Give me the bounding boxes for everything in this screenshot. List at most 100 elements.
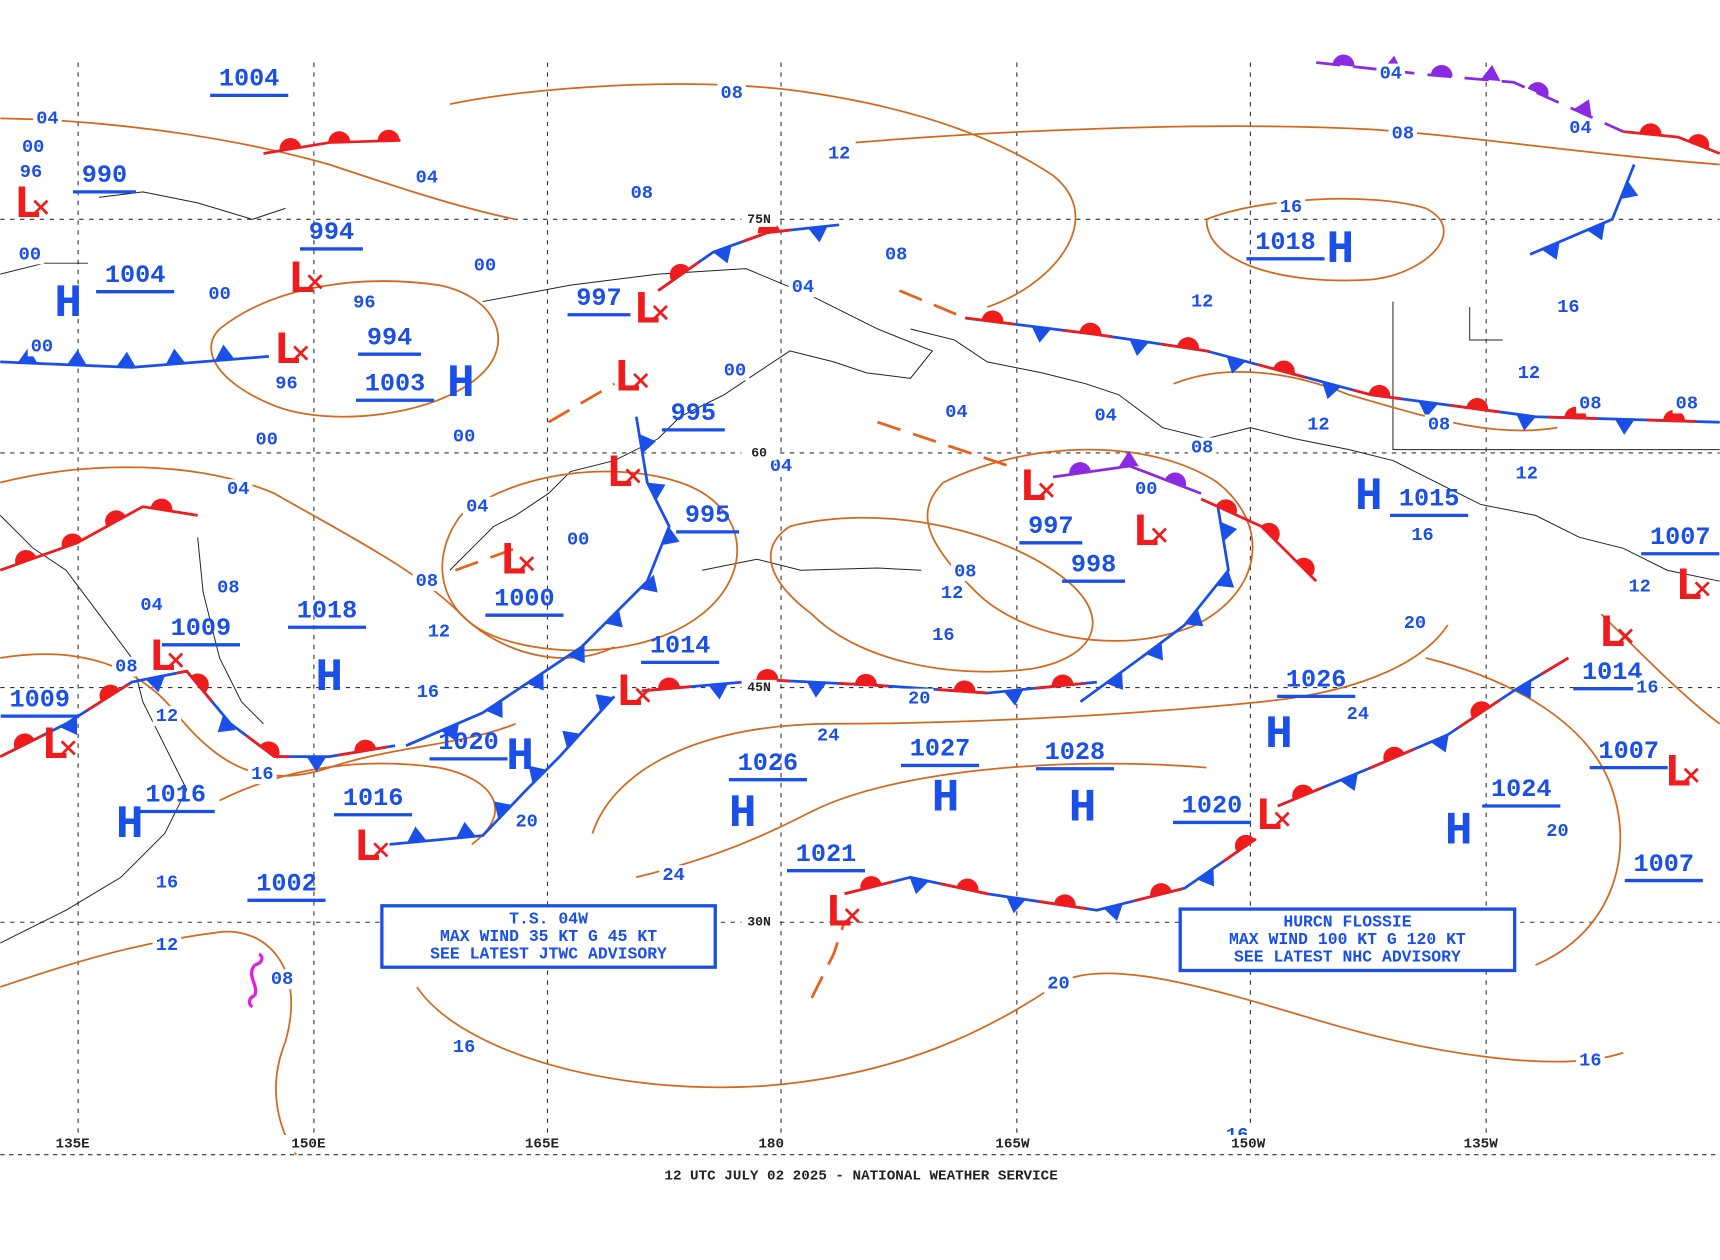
front-semicircle — [13, 733, 35, 750]
front-line — [641, 678, 1098, 695]
isobar-label-bg — [412, 167, 442, 188]
front-line — [389, 695, 616, 846]
front-triangle — [145, 675, 166, 693]
isobar-label: 96 — [353, 292, 375, 314]
longitude-label: 150E — [291, 1137, 325, 1153]
pressure-value: 1015 — [1399, 485, 1460, 514]
front-triangle-shape — [17, 347, 38, 364]
isobar-label: 12 — [1518, 362, 1540, 384]
isobars — [0, 83, 1720, 1156]
front-line — [405, 416, 671, 747]
front-triangle — [1573, 99, 1592, 118]
front-semicircle-shape — [1466, 397, 1489, 411]
isobar-label: 16 — [932, 624, 954, 646]
lon-label-bg — [988, 1134, 1037, 1153]
low-cross — [1683, 767, 1699, 783]
pressure-value: 1024 — [1491, 775, 1552, 804]
isobar-label: 16 — [453, 1036, 475, 1058]
front-triangle-shape — [1185, 608, 1204, 627]
latitude-label: 45N — [747, 680, 771, 695]
front-semicircle-shape — [756, 669, 779, 681]
isobar-label: 04 — [227, 478, 249, 500]
front-triangle-shape — [1119, 450, 1139, 467]
low-cross — [635, 687, 651, 703]
front-triangle — [1339, 773, 1358, 791]
isobar-label-bg — [1672, 393, 1702, 414]
front-triangle — [808, 226, 828, 243]
low-cross — [844, 908, 860, 924]
front-semicircle-shape — [1292, 784, 1314, 800]
front-semicircle-shape — [1069, 462, 1091, 475]
isobar-label: 24 — [817, 725, 839, 747]
pressure-value: 1027 — [910, 735, 971, 764]
front-triangle-shape — [1541, 241, 1560, 260]
isobar-label-bg — [350, 292, 379, 313]
high-symbol: H — [932, 773, 960, 825]
isobar-label: 12 — [941, 582, 963, 604]
front-semicircle-shape — [1688, 134, 1710, 150]
front-triangle-shape — [1480, 64, 1501, 82]
isobar-label: 12 — [1629, 576, 1651, 598]
front-triangle — [1216, 570, 1235, 588]
front-semicircle-shape — [1295, 557, 1315, 577]
lon-label-bg — [1224, 1134, 1273, 1153]
high-symbol: H — [1326, 224, 1354, 276]
isobar-label: 08 — [115, 656, 137, 678]
isobar-label-bg — [1408, 525, 1437, 546]
front-semicircle — [99, 684, 120, 702]
front-semicircle — [259, 741, 280, 759]
front-triangle — [494, 801, 512, 820]
front-triangle-shape — [647, 482, 666, 501]
isobar-label-bg — [659, 865, 688, 885]
isobar-label-bg — [16, 162, 46, 183]
front-triangle — [639, 574, 658, 593]
pressure-value: 1014 — [1582, 658, 1643, 687]
front-triangle — [60, 716, 78, 736]
lon-label-bg — [1456, 1134, 1505, 1153]
pressure-value: 1021 — [796, 840, 857, 869]
front-triangle-shape — [1514, 680, 1532, 699]
front-triangle-shape — [1145, 642, 1163, 661]
front-triangle-shape — [1516, 414, 1536, 431]
footer: 12 UTC JULY 02 2025 - NATIONAL WEATHER S… — [664, 1168, 1057, 1184]
front-triangle — [562, 730, 581, 749]
isobar-label-bg — [1376, 63, 1406, 84]
front-semicircle — [1688, 134, 1710, 150]
isobar-label: 24 — [1347, 703, 1369, 725]
isobar-label: 08 — [217, 577, 239, 599]
pressure-value: 1026 — [1286, 666, 1347, 695]
high-symbol: H — [1445, 805, 1473, 857]
pressure-value: 1016 — [343, 784, 404, 813]
isobar-label: 08 — [721, 82, 743, 104]
front-triangle-shape — [1129, 339, 1149, 357]
front-triangle-shape — [708, 683, 729, 700]
low-cross — [33, 199, 49, 215]
low-cross — [1694, 581, 1710, 597]
isobar-label: 08 — [1392, 123, 1414, 145]
pressure-value: 1020 — [1182, 792, 1243, 821]
isobar-label: 20 — [1404, 612, 1426, 634]
advisory-line: SEE LATEST JTWC ADVISORY — [430, 944, 667, 963]
isobar-label-bg — [470, 255, 500, 276]
front-triangle-shape — [526, 672, 544, 691]
isobar-label-bg — [424, 621, 454, 642]
front-semicircle — [1164, 472, 1186, 488]
isobar-label: 20 — [908, 687, 930, 709]
low-cross — [652, 304, 668, 321]
isobar-label: 08 — [1676, 392, 1698, 414]
isobar-label: 08 — [416, 570, 438, 592]
advisory-line: T.S. 04W — [509, 909, 588, 928]
pressure-value: 1026 — [738, 749, 799, 778]
isobar-label: 20 — [1546, 820, 1568, 842]
isobar-label-bg — [1388, 123, 1418, 144]
front-semicircle — [756, 669, 779, 681]
front-triangle — [1006, 896, 1026, 914]
pressure-value: 1016 — [145, 781, 206, 810]
isobar-label-bg — [152, 706, 182, 726]
front-triangle — [165, 348, 186, 365]
isobar-label: 04 — [1094, 405, 1116, 427]
pressure-value: 995 — [685, 501, 730, 530]
front-triangle-shape — [639, 434, 656, 454]
isobar-label: 00 — [453, 425, 475, 447]
